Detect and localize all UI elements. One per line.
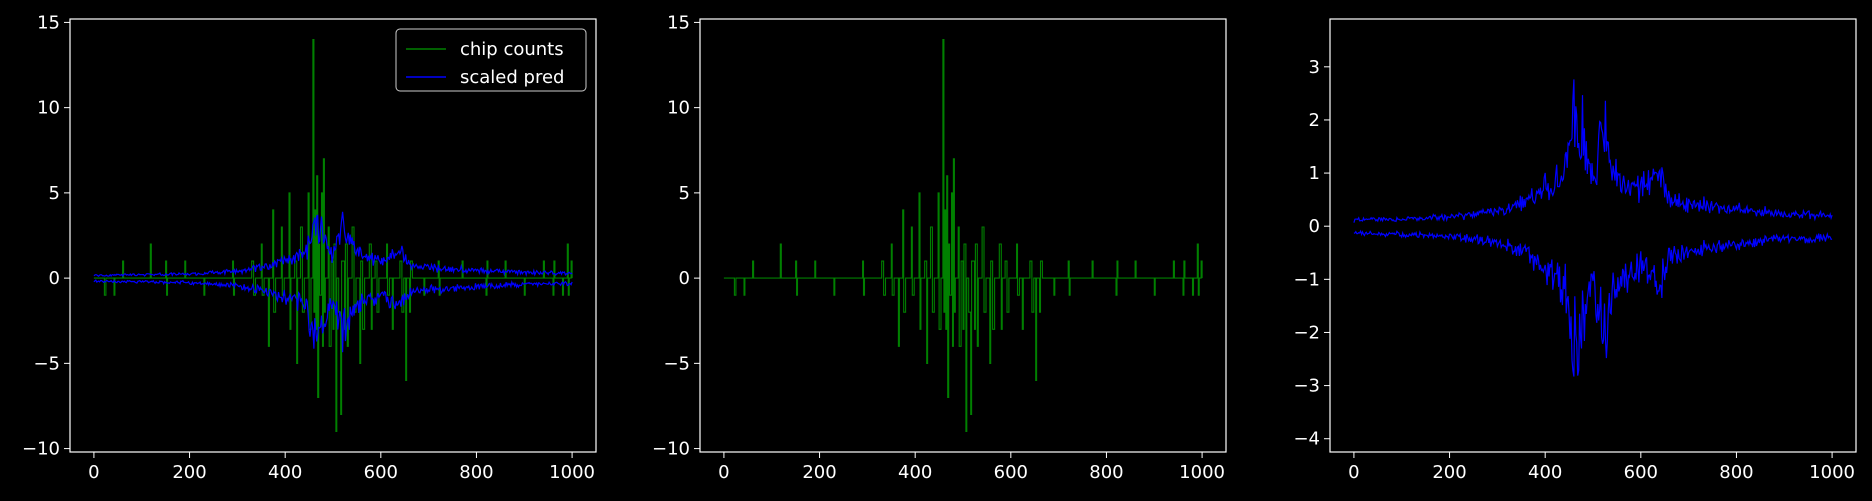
y-tick-label: 0	[1309, 216, 1320, 237]
x-tick-label: 0	[718, 462, 729, 483]
x-tick-label: 200	[802, 462, 836, 483]
y-tick-label: −10	[652, 439, 690, 460]
y-tick-label: −4	[1293, 429, 1320, 450]
y-tick-label: 0	[679, 268, 690, 289]
series-line-upper	[1353, 79, 1833, 223]
legend-box	[395, 28, 587, 92]
legend: chip counts scaled pred	[395, 28, 587, 92]
y-tick-label: −10	[22, 439, 60, 460]
chart-panel-left: 0 200 400 600 800 1000 −10 −5 0 5 10 15 chip counts s…	[22, 12, 597, 483]
y-tick-label: 15	[667, 12, 690, 33]
y-tick-label: −2	[1293, 322, 1320, 343]
y-tick-label: 1	[1309, 163, 1320, 184]
axes-frame	[1329, 18, 1857, 453]
series-line-chip-counts	[93, 38, 573, 433]
x-tick-label: 600	[1624, 462, 1658, 483]
y-tick-label: 5	[679, 183, 690, 204]
series-line-counts	[723, 38, 1203, 433]
x-tick-label: 1000	[1179, 462, 1225, 483]
y-tick-label: −3	[1293, 376, 1320, 397]
legend-label: scaled pred	[460, 67, 564, 88]
x-tick-label: 800	[1089, 462, 1123, 483]
x-tick-label: 200	[1432, 462, 1466, 483]
y-tick-label: 3	[1309, 57, 1320, 78]
series-line-upper	[93, 211, 573, 278]
x-tick-label: 1000	[549, 462, 595, 483]
y-tick-label: 2	[1309, 110, 1320, 131]
x-tick-label: 400	[1528, 462, 1562, 483]
series-line-lower	[93, 279, 573, 353]
chart-panel-right: 0 200 400 600 800 1000 −4 −3 −2 −1 0 1 2 3	[1293, 18, 1857, 483]
series-line-lower	[1353, 229, 1833, 377]
x-tick-label: 400	[268, 462, 302, 483]
y-tick-label: 0	[49, 268, 60, 289]
x-tick-label: 400	[898, 462, 932, 483]
y-tick-label: 5	[49, 183, 60, 204]
x-tick-label: 800	[1719, 462, 1753, 483]
axes-frame	[69, 18, 597, 453]
y-tick-label: 10	[667, 98, 690, 119]
y-tick-label: −5	[33, 353, 60, 374]
x-tick-label: 0	[1348, 462, 1359, 483]
x-tick-label: 800	[459, 462, 493, 483]
x-tick-label: 600	[364, 462, 398, 483]
x-tick-label: 1000	[1809, 462, 1855, 483]
x-tick-label: 0	[88, 462, 99, 483]
chart-panel-middle: 0 200 400 600 800 1000 −10 −5 0 5 10 15	[652, 12, 1227, 483]
y-tick-label: −1	[1293, 269, 1320, 290]
y-tick-label: 10	[37, 98, 60, 119]
y-tick-label: 15	[37, 12, 60, 33]
x-tick-label: 200	[172, 462, 206, 483]
axes-frame	[699, 18, 1227, 453]
x-tick-label: 600	[994, 462, 1028, 483]
legend-label: chip counts	[460, 39, 564, 60]
y-tick-label: −5	[663, 353, 690, 374]
